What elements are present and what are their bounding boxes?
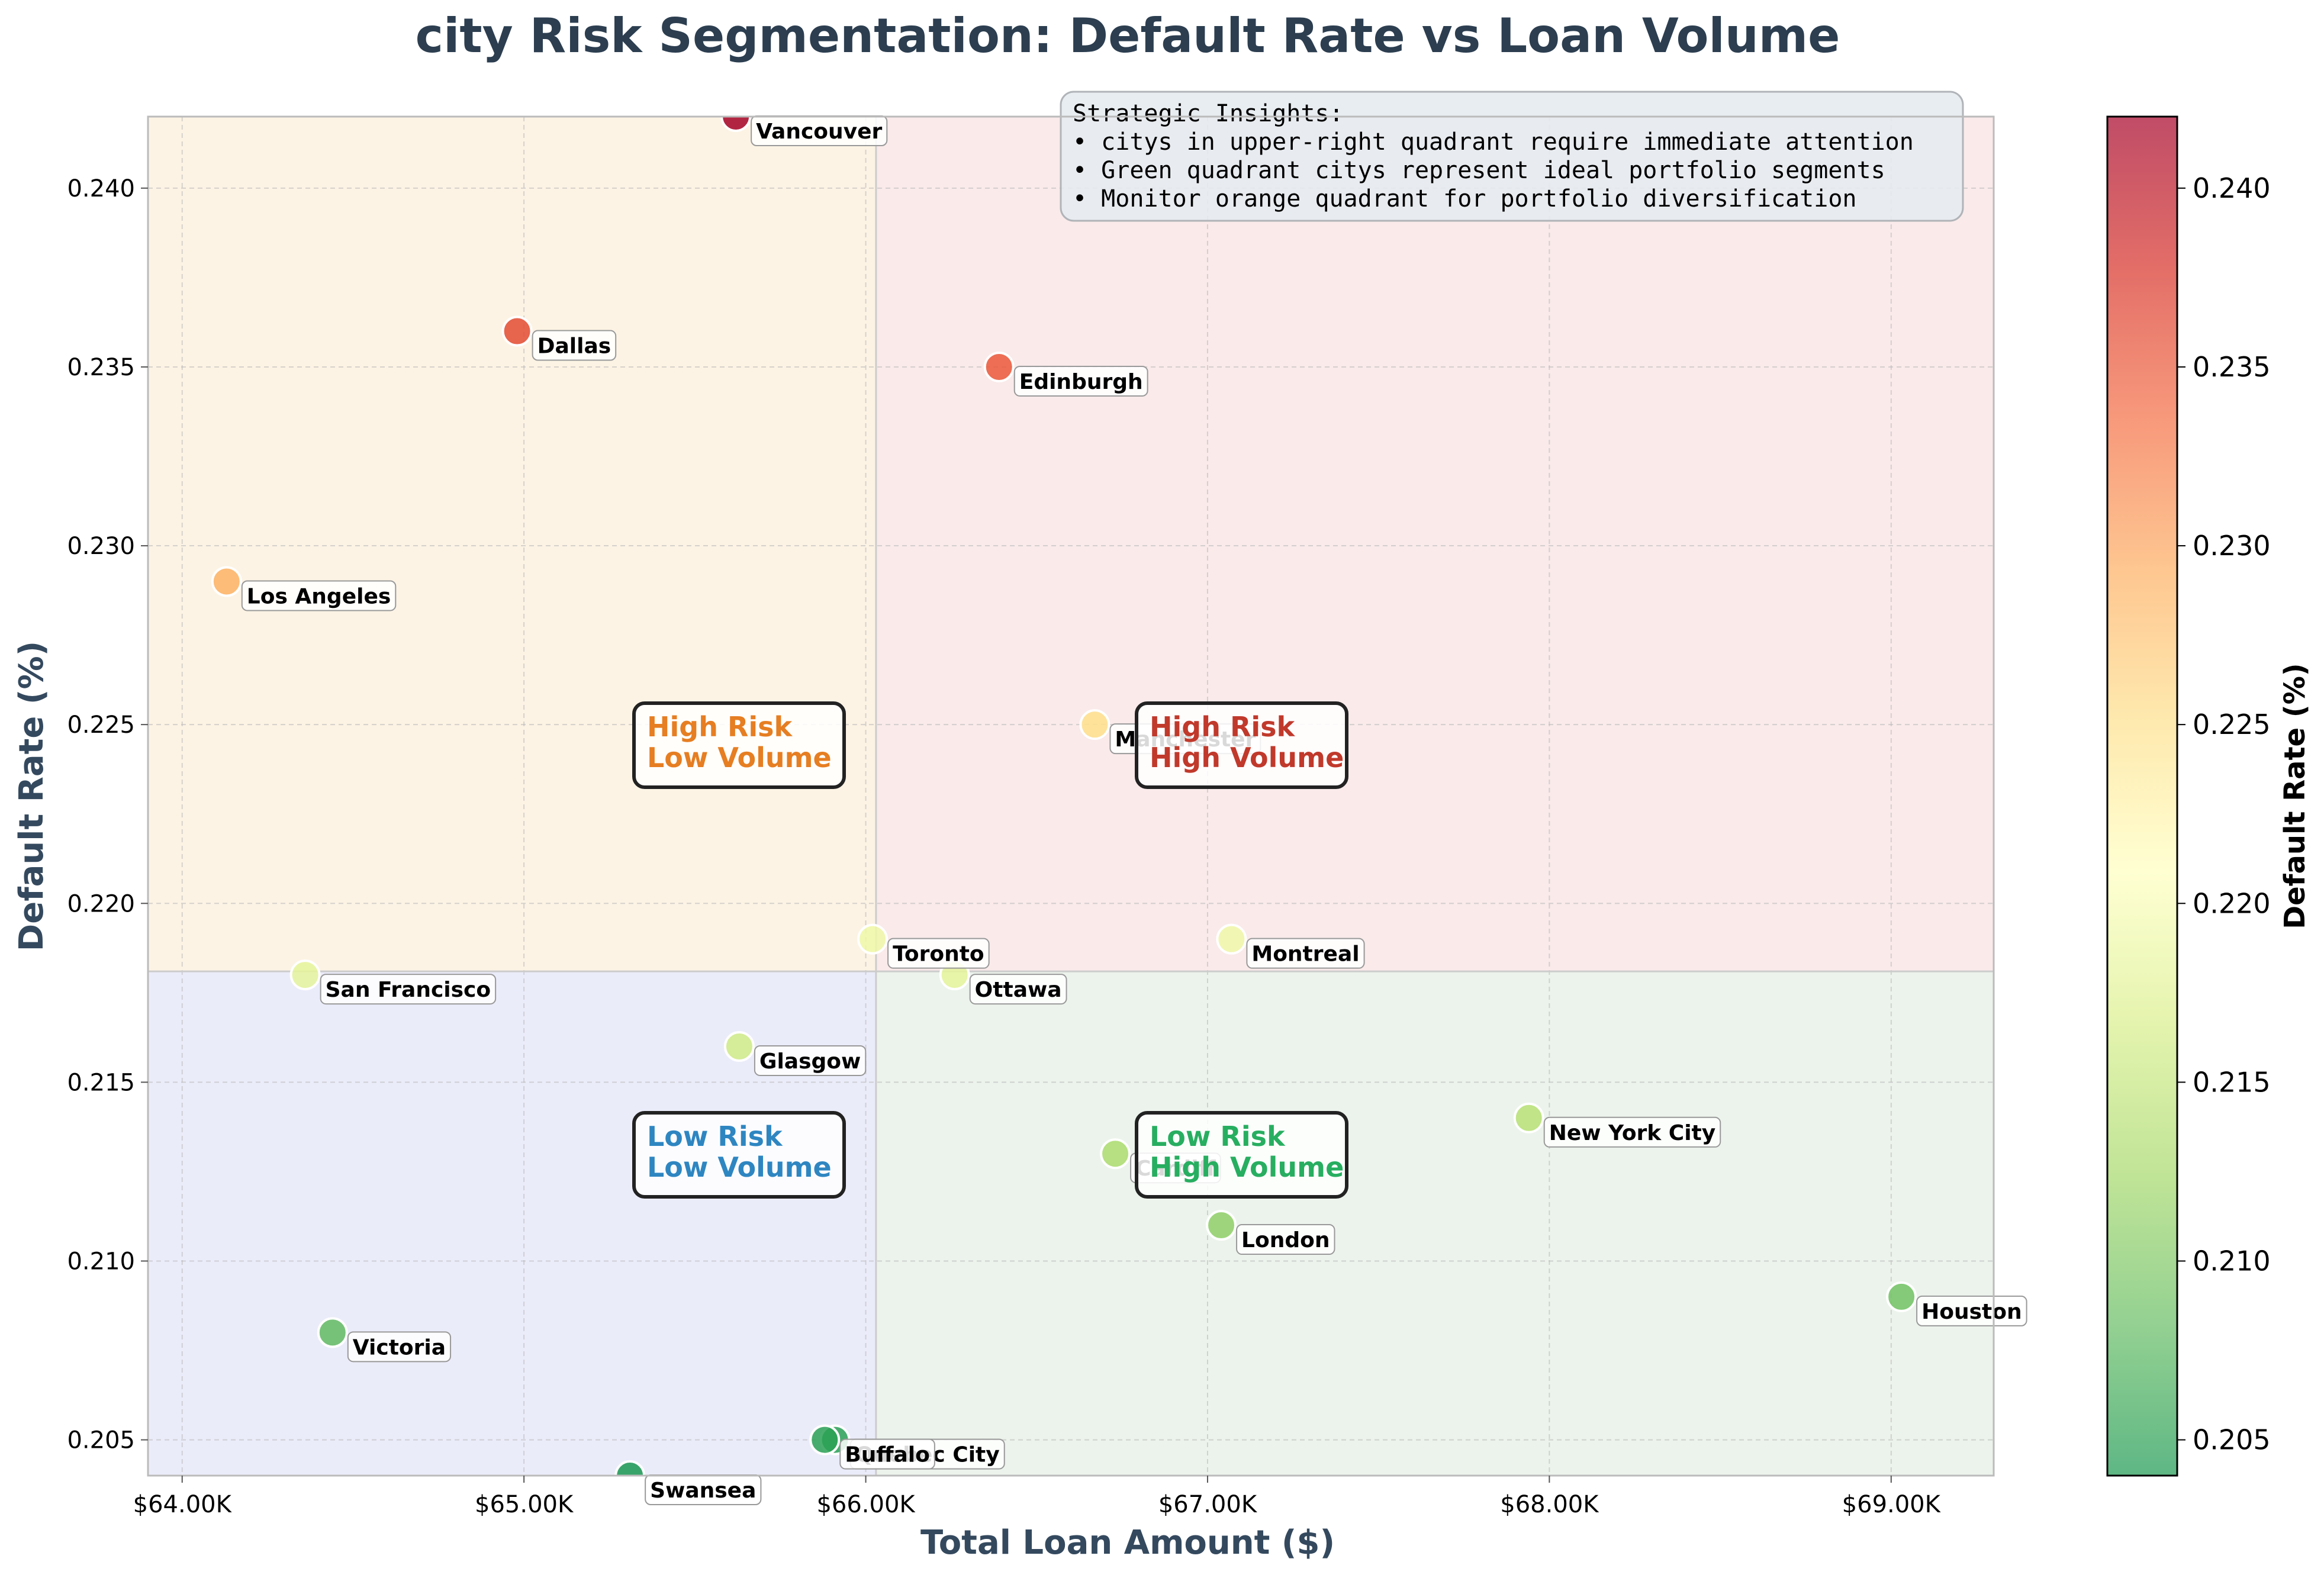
data-point [1513,1102,1544,1133]
x-tick-label: $64.00K [133,1491,233,1518]
x-axis-label: Total Loan Amount ($) [920,1524,1335,1562]
chart-title: city Risk Segmentation: Default Rate vs … [416,8,1840,63]
quadrant-label-high-risk-high-volume-line1: High Risk [1150,711,1296,743]
city-label: London [1241,1228,1330,1252]
y-tick-label: 0.230 [67,533,135,560]
data-point [1216,923,1247,955]
city-label: Victoria [353,1335,446,1360]
insight-line: Strategic Insights: [1073,100,1344,127]
city-label-box [347,1331,452,1363]
data-point [857,923,889,955]
insights-background [1060,91,1964,222]
quadrant-label-high-risk-low-volume-box [632,701,846,789]
city-label-box [1013,365,1148,397]
colorbar-tick-label: 0.215 [2193,1066,2271,1098]
city-label-box [1916,1295,2027,1326]
city-label: Glasgow [759,1049,861,1074]
x-tick-label: $69.00K [1842,1491,1942,1518]
city-label: San Francisco [326,978,491,1002]
colorbar-tick-label: 0.240 [2193,172,2271,204]
quadrant-label-high-risk-low-volume-line2: Low Volume [647,742,832,774]
quadrant-label-high-risk-low-volume-line1: High Risk [647,711,793,743]
colorbar-tick-label: 0.220 [2193,887,2271,919]
city-label-box [887,938,990,969]
quadrant-label-low-risk-high-volume-box [1135,1111,1348,1199]
city-label-box [532,330,617,361]
colorbar-gradient-bar [2106,115,2178,1477]
colorbar-tick-label: 0.230 [2193,530,2271,562]
city-label: Los Angeles [247,584,391,608]
colorbar: 0.205 0.210 0.215 0.220 0.225 0.230 0.235 0.240 [2106,115,2271,1477]
quadrant-label-low-risk-low-volume-line1: Low Risk [647,1120,783,1152]
data-point [720,117,752,132]
insight-line: • Monitor orange quadrant for portfolio … [1073,185,1857,212]
quadrant-label-low-risk-low-volume-line2: Low Volume [647,1151,832,1183]
city-label-box [969,974,1067,1005]
x-tick-label: $65.00K [475,1491,574,1518]
city-label-box [320,974,497,1005]
data-point [501,315,533,347]
data-point [1206,1210,1237,1241]
colorbar-tick-label: 0.235 [2193,351,2271,383]
data-point [1886,1281,1917,1312]
city-label: Ottawa [975,978,1062,1002]
colorbar-label: Default Rate (%) [2278,663,2312,929]
city-label: Buffalo [845,1443,930,1467]
city-label-box [1543,1116,1721,1148]
data-point [1079,709,1111,740]
city-label: Vancouver [756,120,882,144]
data-point [211,566,242,597]
y-axis-label: Default Rate (%) [12,641,51,951]
y-tick-label: 0.235 [67,354,135,381]
city-label: Montreal [1251,942,1359,967]
quadrant-high-risk-high-volume [875,117,1994,972]
x-tick-label: $66.00K [816,1491,916,1518]
data-point [983,351,1015,382]
y-tick-label: 0.220 [67,890,135,917]
y-tick-label: 0.240 [67,175,135,202]
y-tick-label: 0.225 [67,711,135,739]
quadrant-high-risk-low-volume [148,117,876,972]
plot-border [147,115,1995,1477]
data-point [723,1030,755,1062]
city-label-box [241,580,397,611]
y-tick-label: 0.210 [67,1248,135,1275]
data-point [809,1424,841,1455]
city-label: Edinburgh [1019,370,1143,394]
city-label-box [839,1438,935,1470]
quadrant-label-low-risk-high-volume-line2: High Volume [1150,1151,1344,1183]
x-tick-label: $67.00K [1158,1491,1258,1518]
city-label: Toronto [893,942,984,967]
data-point [289,959,321,991]
city-label: New York City [1549,1121,1716,1145]
y-tick-label: 0.215 [67,1069,135,1096]
data-point [1100,1138,1131,1170]
colorbar-tick-label: 0.225 [2193,709,2271,740]
insights-box: Strategic Insights:• citys in upper-righ… [1060,91,1964,222]
quadrant-label-high-risk-high-volume-line2: High Volume [1150,742,1344,774]
city-label: Swansea [650,1479,756,1503]
insight-line: • Green quadrant citys represent ideal p… [1073,157,1885,184]
x-tick-label: $68.00K [1500,1491,1599,1518]
city-label-box [754,1045,867,1076]
city-label: Houston [1921,1300,2022,1324]
quadrant-low-risk-high-volume [875,971,1994,1476]
quadrant-label-high-risk-high-volume-box [1135,701,1348,789]
quadrant-label-low-risk-high-volume-line1: Low Risk [1150,1120,1286,1152]
y-tick-label: 0.205 [67,1427,135,1454]
data-point [614,1460,646,1476]
colorbar-tick-label: 0.210 [2193,1245,2271,1277]
city-label-box [1246,938,1365,969]
insight-line: • citys in upper-right quadrant require … [1073,128,1914,156]
data-point [317,1317,348,1348]
city-label-box [1236,1224,1335,1255]
city-label: Dallas [537,334,611,359]
quadrant-label-low-risk-low-volume-box [632,1111,846,1199]
colorbar-tick-label: 0.205 [2193,1424,2271,1456]
